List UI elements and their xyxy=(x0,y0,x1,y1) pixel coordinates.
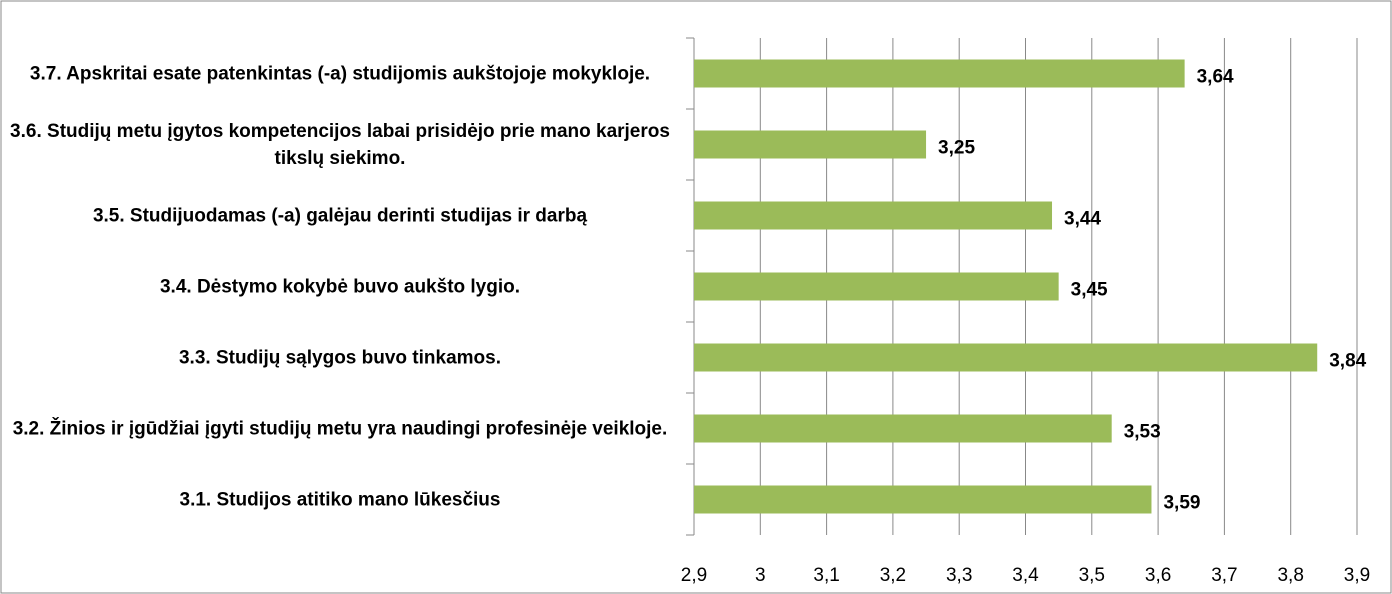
x-tick-label: 3,9 xyxy=(1344,565,1370,586)
category-label: 3.1. Studijos atitiko mano lūkesčius xyxy=(179,489,501,510)
value-label: 3,44 xyxy=(1064,209,1101,230)
x-tick-label: 3,8 xyxy=(1277,565,1303,586)
bar xyxy=(694,272,1059,301)
x-tick-label: 3,7 xyxy=(1211,565,1237,586)
x-tick-label: 3 xyxy=(755,565,766,586)
x-tick-label: 3,4 xyxy=(1012,565,1039,586)
value-label: 3,84 xyxy=(1329,351,1366,372)
x-tick-label: 3,2 xyxy=(880,565,906,586)
bar xyxy=(694,414,1112,443)
x-tick-label: 2,9 xyxy=(681,565,707,586)
category-label: 3.4. Dėstymo kokybė buvo aukšto lygio. xyxy=(159,276,521,297)
category-label: 3.3. Studijų sąlygos buvo tinkamos. xyxy=(178,347,502,368)
value-label: 3,25 xyxy=(938,138,975,159)
bar xyxy=(694,130,927,159)
category-label: 3.6. Studijų metu įgytos kompetencijos l… xyxy=(10,120,670,169)
category-label: 3.2. Žinios ir įgūdžiai įgyti studijų me… xyxy=(12,418,668,439)
value-label: 3,45 xyxy=(1071,280,1108,301)
value-label: 3,59 xyxy=(1163,493,1200,514)
bar xyxy=(694,201,1053,230)
value-label: 3,53 xyxy=(1124,422,1161,443)
x-tick-label: 3,1 xyxy=(813,565,839,586)
bar xyxy=(694,59,1185,88)
category-label: 3.5. Studijuodamas (-a) galėjau derinti … xyxy=(92,205,588,226)
bar xyxy=(694,485,1152,514)
x-tick-label: 3,5 xyxy=(1079,565,1105,586)
bar xyxy=(694,343,1318,372)
x-tick-label: 3,6 xyxy=(1145,565,1171,586)
category-label: 3.7. Apskritai esate patenkintas (-a) st… xyxy=(29,63,651,84)
value-label: 3,64 xyxy=(1197,67,1234,88)
x-tick-label: 3,3 xyxy=(946,565,972,586)
